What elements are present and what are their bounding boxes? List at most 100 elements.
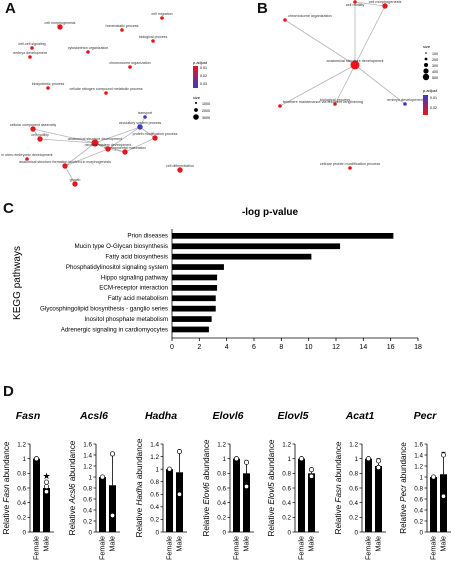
gene-bar bbox=[33, 458, 40, 532]
panel-letter-b: B bbox=[257, 0, 268, 17]
gene-ylabel-suffix: abundance bbox=[399, 442, 408, 485]
gene-category-label: Male bbox=[374, 536, 383, 552]
gene-y-tick-label: 0.2 bbox=[83, 518, 92, 525]
gene-ylabel-suffix: abundance bbox=[202, 439, 211, 482]
gene-ylabel-gene: Pecr bbox=[399, 485, 408, 502]
gene-data-point bbox=[43, 479, 50, 485]
gene-y-tick-label: 0.6 bbox=[150, 492, 159, 499]
kegg-bar bbox=[172, 326, 209, 333]
kegg-category-label: Glycosphingolipid biosynthesis - ganglio… bbox=[40, 306, 168, 313]
gene-data-point bbox=[375, 458, 382, 464]
gene-ylabel-suffix: abundance bbox=[334, 441, 343, 484]
gene-title: Hadha bbox=[145, 410, 177, 422]
gene-ylabel-prefix: Relative bbox=[2, 503, 11, 535]
kegg-bar bbox=[172, 316, 212, 322]
gene-data-point bbox=[308, 467, 315, 473]
network-b-node bbox=[350, 60, 360, 70]
gene-title: Acsl6 bbox=[79, 410, 108, 422]
panel-letter-d: D bbox=[3, 383, 14, 400]
network-a-node bbox=[37, 136, 43, 142]
network-a-edge bbox=[64, 142, 96, 167]
network-b-node-label: anatomical structure development bbox=[327, 59, 385, 63]
gene-y-tick-label: 0.2 bbox=[414, 518, 423, 525]
network-b-node-label: biological process bbox=[320, 98, 350, 102]
legend-a-size-dot bbox=[193, 114, 199, 120]
gene-bar bbox=[166, 469, 173, 532]
gene-bar bbox=[365, 458, 372, 532]
network-a-node bbox=[57, 24, 63, 30]
gene-y-tick-label: 1.4 bbox=[83, 452, 92, 459]
network-a-edge bbox=[64, 165, 76, 185]
network-a-node bbox=[86, 50, 90, 54]
kegg-x-tick-label: 12 bbox=[332, 344, 340, 351]
legend-a-size-tick: 3000 bbox=[202, 116, 210, 120]
network-a-node-label: transport bbox=[138, 111, 152, 115]
gene-y-tick-label: 1.2 bbox=[150, 454, 159, 461]
legend-b-size-dot bbox=[424, 63, 428, 67]
gene-data-point bbox=[365, 456, 372, 462]
gene-y-tick-label: 0.4 bbox=[414, 507, 423, 514]
gene-y-tick-label: 0.6 bbox=[349, 485, 358, 492]
gene-category-label: Male bbox=[175, 536, 184, 552]
gene-category-label: Male bbox=[42, 536, 51, 552]
network-a-edge bbox=[107, 148, 126, 153]
gene-y-tick-label: 1.4 bbox=[414, 452, 423, 459]
gene-y-tick-label: 1.6 bbox=[83, 441, 92, 448]
network-a-node-label: anatomical structure formation involved … bbox=[19, 160, 111, 164]
network-a-node-label: circulatory system process bbox=[119, 121, 162, 125]
gene-y-tick-label: 0.8 bbox=[217, 471, 226, 478]
network-a-node bbox=[30, 126, 36, 132]
gene-title: Elovl5 bbox=[278, 410, 309, 422]
network-b-node bbox=[403, 102, 407, 106]
network-a-node-label: biological process bbox=[139, 35, 168, 39]
legend-a-color-title: p.adjust bbox=[193, 60, 208, 65]
gene-category-label: Female bbox=[32, 536, 41, 560]
legend-a-size-tick: 2000 bbox=[202, 109, 210, 113]
gene-y-tick-label: 1.2 bbox=[349, 441, 358, 448]
gene-y-tick-label: 1 bbox=[354, 456, 358, 463]
network-a-node bbox=[143, 115, 147, 119]
kegg-bar bbox=[172, 274, 218, 281]
gene-y-tick-label: 1 bbox=[155, 466, 159, 473]
network-a-node bbox=[30, 46, 34, 50]
network-a-node-label: cell-cell signaling bbox=[18, 42, 45, 46]
kegg-bar bbox=[172, 264, 224, 270]
gene-bar bbox=[440, 474, 447, 532]
gene-y-tick-label: 1.2 bbox=[17, 441, 26, 448]
kegg-title: -log p-value bbox=[242, 207, 299, 218]
gene-ylabel-gene: Elovl5 bbox=[267, 482, 276, 505]
network-a-node-label: cytoskeleton organization bbox=[68, 46, 109, 50]
kegg-category-label: ECM-receptor interaction bbox=[99, 285, 168, 292]
kegg-bar bbox=[172, 233, 394, 239]
gene-bar bbox=[298, 458, 305, 532]
network-a-node bbox=[128, 65, 132, 69]
legend-b-color-tick: 0.02 bbox=[430, 106, 437, 110]
gene-data-point bbox=[176, 448, 183, 455]
gene-y-tick-label: 1 bbox=[222, 456, 226, 463]
gene-y-tick-label: 0.8 bbox=[83, 485, 92, 492]
network-a-node-label: chromosome organization bbox=[109, 61, 150, 65]
gene-bar bbox=[375, 466, 382, 532]
gene-data-point bbox=[440, 493, 447, 499]
network-a-node-label: embryo development bbox=[13, 51, 47, 55]
legend-b-color-title: p.adjust bbox=[423, 88, 438, 93]
gene-ylabel: Relative Fasn abundance bbox=[334, 441, 343, 534]
gene-y-tick-label: 0.6 bbox=[282, 485, 291, 492]
kegg-category-label: Adrenergic signaling in cardiomyocytes bbox=[61, 326, 168, 333]
network-a-edge bbox=[32, 128, 96, 144]
gene-y-tick-label: 0.6 bbox=[17, 485, 26, 492]
kegg-x-tick-label: 4 bbox=[225, 344, 229, 351]
kegg-category-label: Fatty acid biosynthesis bbox=[105, 254, 168, 261]
network-a-node-label: nervous system development bbox=[85, 143, 132, 147]
legend-b-size-tick: 500 bbox=[432, 76, 438, 80]
gene-ylabel-gene: Fasn bbox=[2, 484, 11, 503]
kegg-x-tick-label: 8 bbox=[279, 344, 283, 351]
kegg-x-tick-label: 14 bbox=[359, 344, 367, 351]
gene-y-tick-label: 0.2 bbox=[17, 515, 26, 522]
network-a-node bbox=[160, 16, 164, 20]
network-figures: cell morphogenesis cell migration homeosta… bbox=[1, 0, 438, 187]
gene-y-tick-label: 0.8 bbox=[282, 471, 291, 478]
network-a-node bbox=[137, 124, 143, 130]
gene-bar bbox=[176, 472, 183, 532]
network-a-node-label: protein modification process bbox=[133, 132, 178, 136]
